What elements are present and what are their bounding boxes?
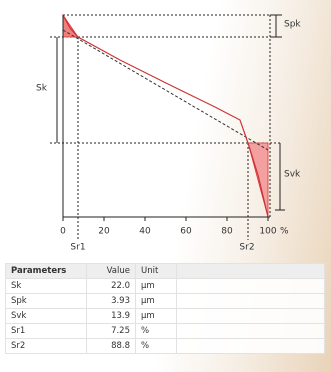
table-cell bbox=[176, 308, 325, 324]
table-cell: Sk bbox=[5, 278, 87, 294]
table-cell bbox=[176, 323, 325, 339]
x-tick-label: 40 bbox=[139, 227, 151, 237]
table-cell: Svk bbox=[5, 308, 87, 324]
table-cell: µm bbox=[135, 308, 177, 324]
table-cell: % bbox=[135, 323, 177, 339]
table-cell: 88.8 bbox=[86, 338, 136, 354]
table-cell bbox=[176, 278, 325, 294]
table-cell: % bbox=[135, 338, 177, 354]
sr1-label: Sr1 bbox=[70, 243, 85, 253]
table-cell: Sr2 bbox=[5, 338, 87, 354]
spk-label: Spk bbox=[284, 20, 301, 30]
table-row: Spk 3.93 µm bbox=[5, 293, 325, 309]
svk-label: Svk bbox=[284, 170, 301, 180]
x-tick-label: 100 bbox=[259, 227, 276, 237]
x-tick-label: 60 bbox=[180, 227, 192, 237]
table-cell: 7.25 bbox=[86, 323, 136, 339]
table-row: Sr2 88.8% bbox=[5, 338, 325, 354]
table-cell: µm bbox=[135, 278, 177, 294]
table-row: Sr1 7.25% bbox=[5, 323, 325, 339]
table-cell: 22.0 bbox=[86, 278, 136, 294]
table-cell: Value bbox=[86, 263, 136, 279]
x-tick-label: 20 bbox=[98, 227, 110, 237]
table-cell: 13.9 bbox=[86, 308, 136, 324]
table-cell bbox=[176, 338, 325, 354]
table-cell: Parameters bbox=[5, 263, 87, 279]
sr2-label: Sr2 bbox=[239, 243, 254, 253]
table-row: Parameters Value Unit bbox=[5, 263, 325, 279]
table-cell: Sr1 bbox=[5, 323, 87, 339]
x-tick-label: 0 bbox=[60, 227, 66, 237]
table-cell: Unit bbox=[135, 263, 177, 279]
table-cell bbox=[176, 293, 325, 309]
x-unit: % bbox=[280, 227, 289, 237]
table-row: Svk 13.9 µm bbox=[5, 308, 325, 324]
x-tick-label: 80 bbox=[221, 227, 233, 237]
sk-label: Sk bbox=[36, 84, 48, 94]
table-cell: Spk bbox=[5, 293, 87, 309]
abbott-curve: Spk Sk Svk Sr1 Sr2 % 0 20 40 60 80 100 bbox=[36, 13, 301, 253]
parameter-table: Parameters Value Unit Sk 22.0 µm Spk 3.93 µm Svk 1… bbox=[5, 263, 325, 354]
equivalent-line bbox=[62, 29, 269, 151]
table-cell: 3.93 bbox=[86, 293, 136, 309]
table-row: Sk 22.0 µm bbox=[5, 278, 325, 294]
bearing-curve bbox=[62, 14, 269, 218]
table-cell: µm bbox=[135, 293, 177, 309]
table-cell bbox=[176, 263, 325, 279]
